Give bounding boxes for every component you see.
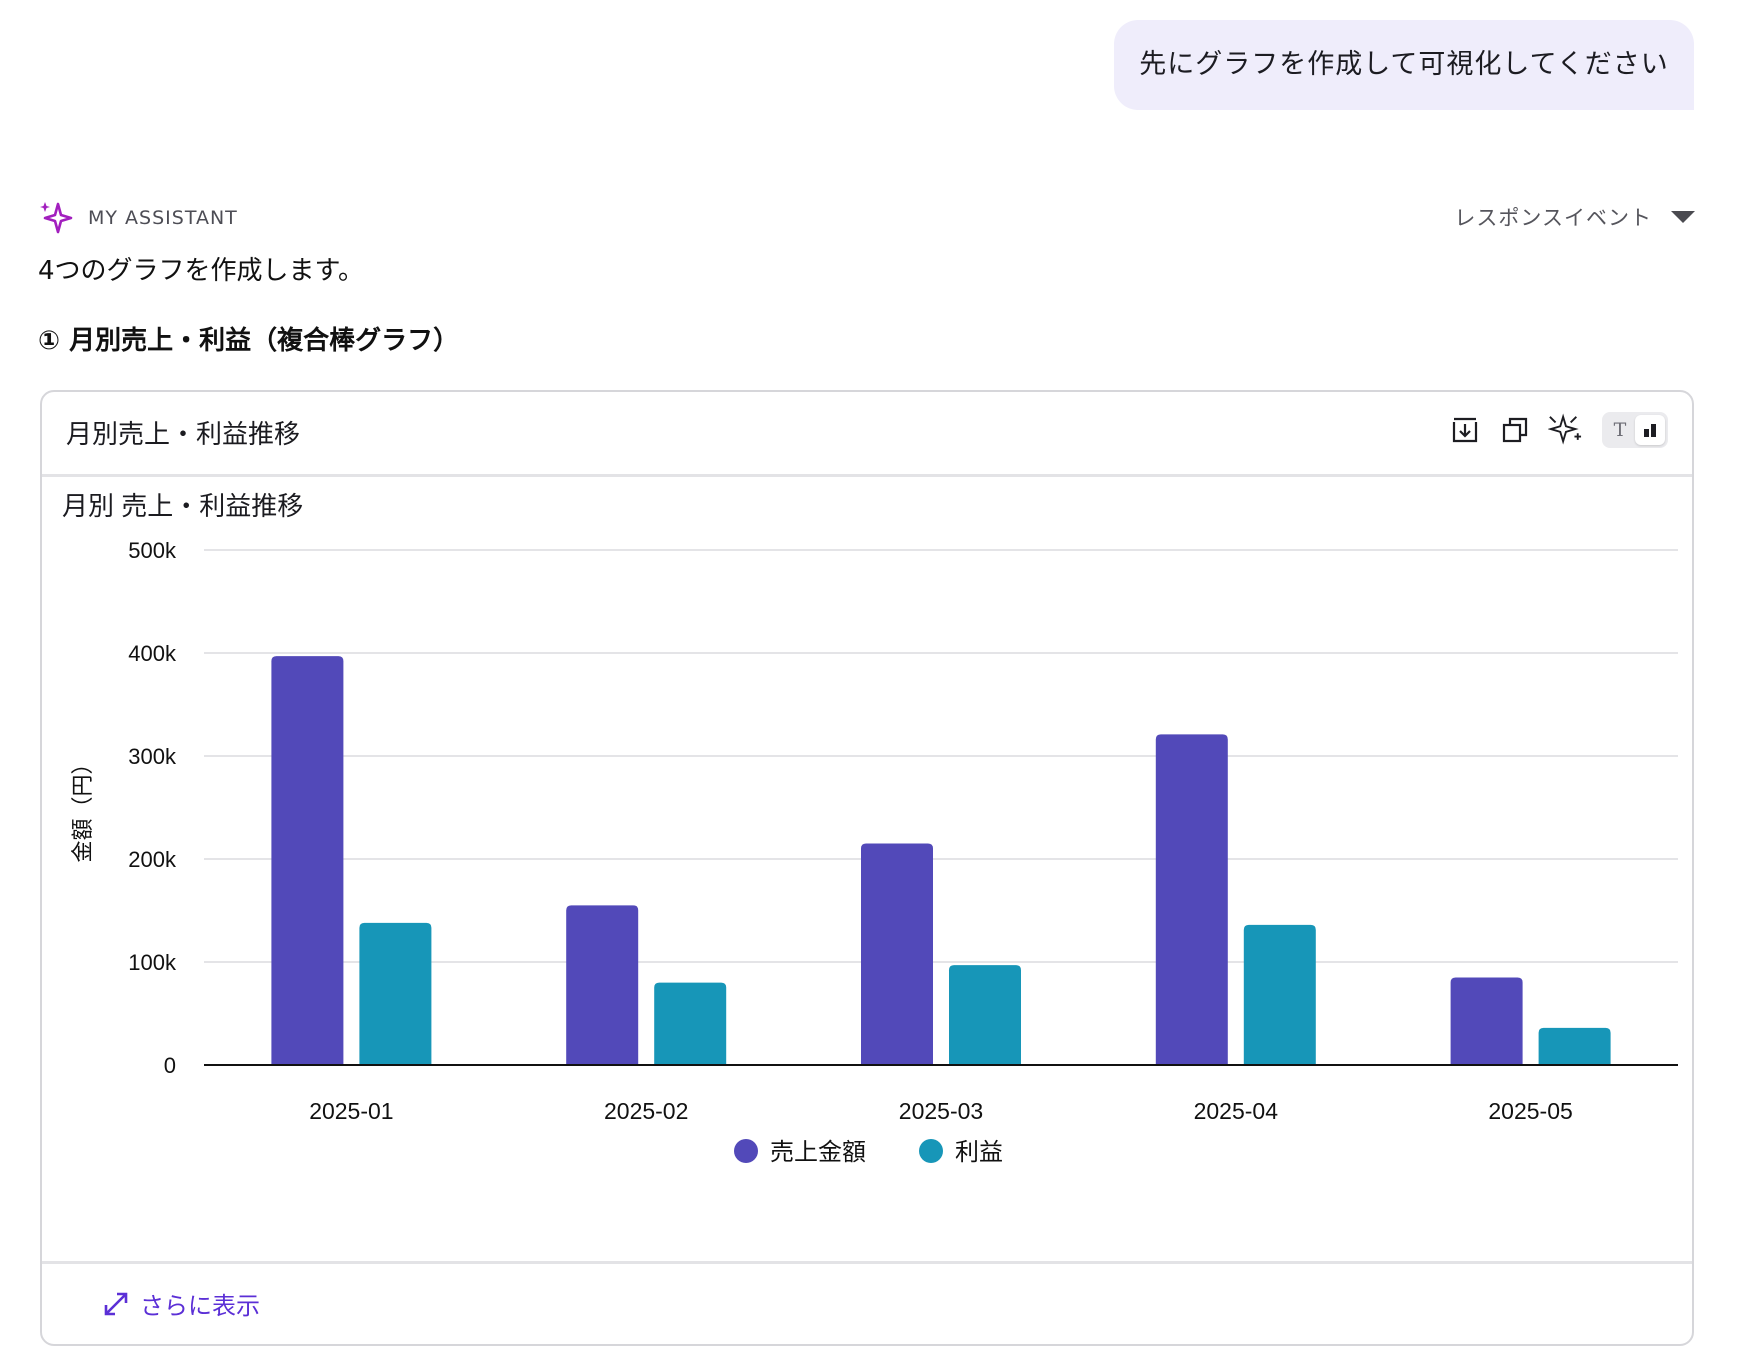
show-more-label: さらに表示 xyxy=(140,1292,260,1320)
x-tick-label: 2025-03 xyxy=(899,1098,983,1124)
card-header: 月別売上・利益推移 xyxy=(42,392,1692,477)
chart-toolbar: T xyxy=(1448,412,1668,448)
y-tick-label: 500k xyxy=(128,538,177,563)
legend-label: 利益 xyxy=(955,1139,1003,1166)
bar-sales xyxy=(566,905,639,1065)
y-axis-label: 金額（円） xyxy=(70,752,95,862)
card-title: 月別売上・利益推移 xyxy=(66,420,301,450)
download-button[interactable] xyxy=(1448,413,1482,447)
ai-sparkle-plus-icon xyxy=(1548,413,1582,445)
expand-icon xyxy=(104,1292,128,1315)
bar-sales xyxy=(861,843,933,1065)
sparkle-icon xyxy=(40,202,73,234)
chart-title: 月別 売上・利益推移 xyxy=(62,491,303,521)
bar-sales xyxy=(271,656,344,1065)
y-tick-label: 0 xyxy=(164,1053,176,1078)
chart-card: 月別売上・利益推移 xyxy=(40,390,1694,1346)
bar-chart: 月別 売上・利益推移 0 100k 200k 300k 400k 500k 金額（円） 2025… xyxy=(62,491,1678,1166)
bar-profit xyxy=(359,922,432,1065)
legend-swatch xyxy=(919,1139,943,1163)
bar-profit xyxy=(1243,924,1316,1065)
y-tick-label: 400k xyxy=(128,641,177,666)
bar-profit xyxy=(654,982,727,1065)
bar-profit xyxy=(949,965,1021,1065)
response-events-label: レスポンスイベント xyxy=(1454,206,1652,230)
y-tick-label: 100k xyxy=(128,950,177,975)
assistant-header: MY ASSISTANT xyxy=(38,198,238,238)
y-tick-label: 300k xyxy=(128,744,177,769)
download-icon xyxy=(1452,417,1478,443)
y-tick-label: 200k xyxy=(128,847,177,872)
x-tick-label: 2025-02 xyxy=(604,1098,688,1124)
legend-swatch xyxy=(734,1139,758,1163)
legend-label: 売上金額 xyxy=(770,1139,866,1166)
assistant-intro-text: 4つのグラフを作成します。 xyxy=(38,256,364,286)
x-tick-label: 2025-05 xyxy=(1488,1098,1572,1124)
response-events-dropdown[interactable]: レスポンスイベント xyxy=(1454,202,1696,232)
x-tick-label: 2025-01 xyxy=(309,1098,393,1124)
assistant-name: MY ASSISTANT xyxy=(88,207,238,229)
show-more-link[interactable]: さらに表示 xyxy=(102,1286,260,1321)
view-toggle: T xyxy=(1602,412,1668,448)
ai-action-button[interactable] xyxy=(1548,413,1582,447)
chart-view-toggle[interactable] xyxy=(1635,415,1665,445)
user-message-bubble: 先にグラフを作成して可視化してください xyxy=(1114,20,1694,110)
bar-sales xyxy=(1450,977,1523,1065)
section-heading: ① 月別売上・利益（複合棒グラフ） xyxy=(38,326,460,356)
copy-icon xyxy=(1502,417,1528,443)
text-view-toggle[interactable]: T xyxy=(1613,419,1627,441)
bar-profit xyxy=(1538,1027,1611,1065)
x-tick-label: 2025-04 xyxy=(1194,1098,1279,1124)
bar-chart-icon xyxy=(1644,424,1656,437)
bar-sales xyxy=(1155,734,1228,1065)
caret-down-icon xyxy=(1671,211,1695,223)
card-footer: さらに表示 xyxy=(42,1261,1692,1344)
copy-button[interactable] xyxy=(1498,413,1532,447)
